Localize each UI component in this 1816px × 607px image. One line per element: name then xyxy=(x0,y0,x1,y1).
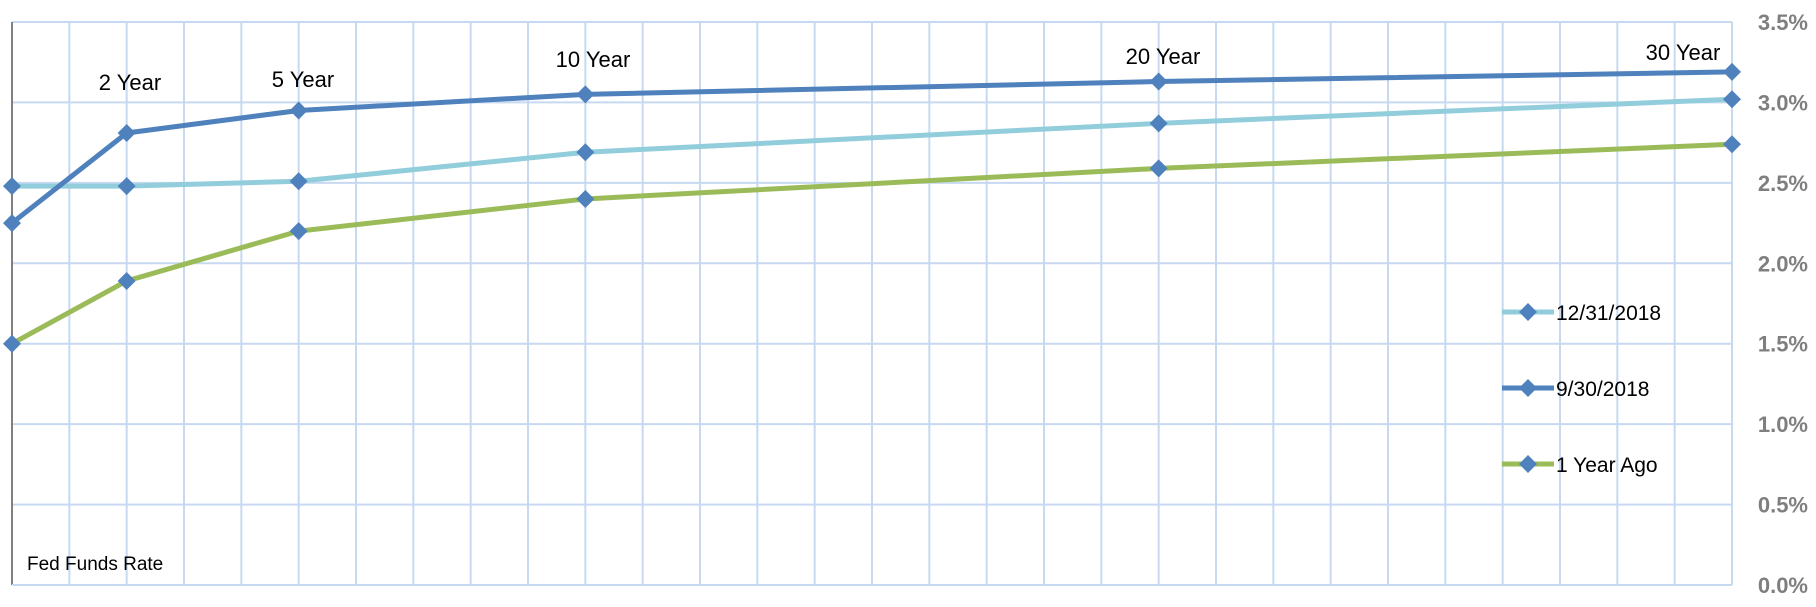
y-tick-label: 0.5% xyxy=(1758,493,1808,518)
data-point-marker xyxy=(1723,90,1741,109)
data-point-marker xyxy=(289,172,308,191)
maturity-label: 20 Year xyxy=(1126,44,1201,69)
series-line-0 xyxy=(12,96,1733,189)
data-point-marker xyxy=(576,189,595,208)
data-point-marker xyxy=(1723,62,1741,81)
maturity-label: 30 Year xyxy=(1646,40,1721,65)
y-tick-label: 1.0% xyxy=(1758,412,1808,437)
fed-funds-rate-label: Fed Funds Rate xyxy=(27,554,163,575)
axes xyxy=(11,22,1732,586)
grid-lines xyxy=(12,21,1733,585)
maturity-label: 5 Year xyxy=(272,67,334,92)
series-line-2 xyxy=(10,141,1733,346)
data-point-marker xyxy=(576,143,595,162)
maturity-annotations: 2 Year 5 Year 10 Year 20 Year 30 Year Fed Fun… xyxy=(27,40,1720,575)
legend-label: 9/30/2018 xyxy=(1556,378,1649,401)
data-point-marker xyxy=(1149,72,1168,91)
data-point-marker xyxy=(3,177,21,196)
series-lines xyxy=(3,62,1741,353)
data-point-marker xyxy=(1723,135,1741,154)
data-point-marker xyxy=(1149,114,1168,133)
y-tick-label: 1.5% xyxy=(1758,332,1808,357)
legend-swatch-marker xyxy=(1519,455,1537,473)
y-tick-label: 3.0% xyxy=(1758,90,1808,115)
data-point-marker xyxy=(117,271,136,290)
y-tick-label: 0.0% xyxy=(1758,573,1808,598)
legend: 12/31/2018 9/30/2018 1 Year Ago xyxy=(1502,302,1661,477)
y-tick-label: 2.0% xyxy=(1758,251,1808,276)
data-point-marker xyxy=(117,123,136,142)
legend-label: 12/31/2018 xyxy=(1556,302,1661,325)
legend-label: 1 Year Ago xyxy=(1556,454,1658,477)
y-axis-ticks: 0.0% 0.5% 1.0% 1.5% 2.0% 2.5% 3.0% 3.5% xyxy=(1758,10,1808,598)
data-point-marker xyxy=(576,85,595,104)
y-tick-label: 2.5% xyxy=(1758,171,1808,196)
maturity-label: 2 Year xyxy=(99,70,161,95)
data-point-marker xyxy=(1149,159,1168,178)
data-point-marker xyxy=(289,101,308,120)
maturity-label: 10 Year xyxy=(556,47,631,72)
legend-swatch-marker xyxy=(1519,379,1537,397)
data-point-marker xyxy=(3,334,21,353)
data-point-marker xyxy=(3,214,21,233)
legend-swatch-marker xyxy=(1519,303,1537,321)
series-line-1 xyxy=(10,69,1733,226)
data-point-marker xyxy=(289,222,308,241)
data-point-marker xyxy=(117,177,136,196)
y-tick-label: 3.5% xyxy=(1758,10,1808,35)
